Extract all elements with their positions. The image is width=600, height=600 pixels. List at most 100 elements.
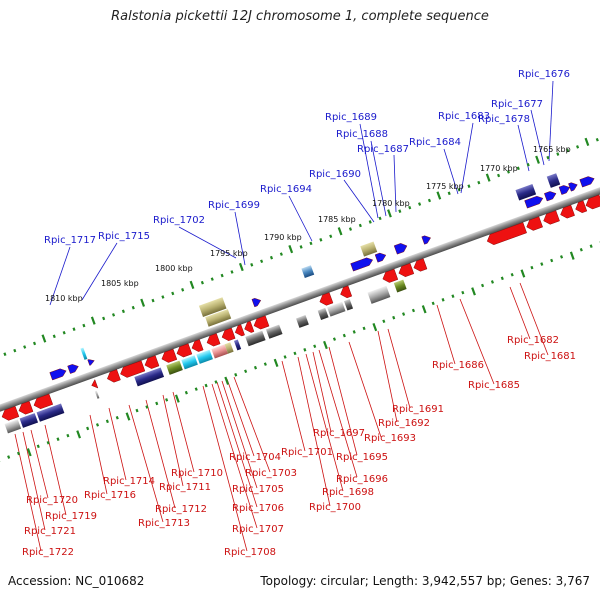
reverse-gene-arrow [585,194,600,210]
gene-label[interactable]: Rpic_1686 [432,360,484,371]
gene-label[interactable]: Rpic_1706 [232,503,284,514]
scale-tick [230,270,234,274]
scale-tick [560,255,564,259]
scale-tick [161,295,165,299]
gene-label[interactable]: Rpic_1719 [45,511,97,522]
gene-label[interactable]: Rpic_1720 [26,495,78,506]
gene-label[interactable]: Rpic_1699 [208,200,260,211]
gene-label[interactable]: Rpic_1721 [24,526,76,537]
forward-gene-arrow [251,298,262,308]
gene-label[interactable]: Rpic_1681 [524,351,576,362]
gene-label[interactable]: Rpic_1722 [22,547,74,558]
reverse-gene-arrow [413,258,428,272]
forward-gene-arrow [558,185,571,195]
gene-label[interactable]: Rpic_1688 [336,129,388,140]
gene-label[interactable]: Rpic_1702 [153,215,205,226]
scale-tick [184,390,188,395]
gene-label[interactable]: Rpic_1687 [357,144,409,155]
gene-feature-block [245,330,266,347]
leader-line [530,109,545,166]
scale-tick [269,255,274,260]
scale-tick [165,398,169,402]
leader-line [297,356,331,507]
scale-tick [7,455,11,459]
gene-label[interactable]: Rpic_1703 [245,468,297,479]
scale-tick [408,205,412,210]
gene-label[interactable]: Rpic_1701 [281,447,333,458]
gene-label[interactable]: Rpic_1693 [364,433,416,444]
gene-label[interactable]: Rpic_1713 [138,518,190,529]
leader-line [370,140,387,217]
reverse-gene-arrow [486,222,527,245]
scale-tick [457,187,461,192]
leader-line [162,394,184,487]
scale-tick [3,352,7,356]
forward-gene-arrow [544,191,557,202]
scale-tick [342,333,346,338]
scale-tick [467,184,471,188]
gene-label[interactable]: Rpic_1677 [491,99,543,110]
scale-tick [418,202,422,206]
gene-label[interactable]: Rpic_1695 [336,452,388,463]
gene-label[interactable]: Rpic_1676 [518,69,570,80]
gene-label[interactable]: Rpic_1700 [309,502,361,513]
scale-label: 1795 kbp [210,249,248,258]
scale-tick [189,280,195,289]
gene-label[interactable]: Rpic_1708 [224,547,276,558]
gene-label[interactable]: Rpic_1704 [229,452,281,463]
gene-label[interactable]: Rpic_1715 [98,231,150,242]
leader-line [128,404,164,523]
leader-line [44,424,67,516]
gene-label[interactable]: Rpic_1696 [336,474,388,485]
leader-line [288,195,313,242]
scale-tick [224,376,230,385]
gene-label[interactable]: Rpic_1697 [313,428,365,439]
scale-tick [293,351,297,356]
scale-tick [337,227,343,236]
gene-feature-block [546,173,561,188]
scale-tick [516,166,520,171]
gene-label[interactable]: Rpic_1685 [468,380,520,391]
gene-feature-block [233,339,242,351]
scale-tick [447,191,451,196]
gene-label[interactable]: Rpic_1678 [478,114,530,125]
gene-label[interactable]: Rpic_1717 [44,235,96,246]
gene-label[interactable]: Rpic_1707 [232,524,284,535]
gene-label[interactable]: Rpic_1712 [155,504,207,515]
scale-tick [584,137,590,147]
leader-line [343,179,375,223]
scale-tick [427,198,432,203]
gene-label[interactable]: Rpic_1711 [159,482,211,493]
scale-tick [485,173,491,182]
scale-tick [362,326,366,331]
leader-line [281,360,306,452]
gene-label[interactable]: Rpic_1705 [232,484,284,495]
gene-label[interactable]: Rpic_1690 [309,169,361,180]
gene-label[interactable]: Rpic_1689 [325,112,377,123]
gene-label[interactable]: Rpic_1694 [260,184,312,195]
scale-tick [238,262,244,272]
scale-tick [402,312,406,316]
gene-label[interactable]: Rpic_1714 [103,476,155,487]
forward-gene-arrow [524,195,544,209]
gene-label[interactable]: Rpic_1684 [409,137,461,148]
reverse-gene-arrow [253,315,270,330]
gene-label[interactable]: Rpic_1682 [507,335,559,346]
scale-ticks-top [3,137,599,356]
scale-tick [309,241,313,246]
gene-label[interactable]: Rpic_1710 [171,468,223,479]
gene-label[interactable]: Rpic_1716 [84,490,136,501]
gene-label[interactable]: Rpic_1683 [438,111,490,122]
scale-tick [352,330,356,334]
scale-tick [471,287,476,296]
scale-tick [477,180,481,185]
gene-label[interactable]: Rpic_1691 [392,404,444,415]
reverse-gene-arrow [543,210,560,225]
gene-feature-block [265,324,283,339]
gene-feature-block [196,349,213,364]
gene-label[interactable]: Rpic_1698 [322,487,374,498]
gene-label[interactable]: Rpic_1692 [378,418,430,429]
leader-line [393,154,397,213]
reverse-gene-arrow [221,327,236,341]
scale-tick [576,145,580,149]
